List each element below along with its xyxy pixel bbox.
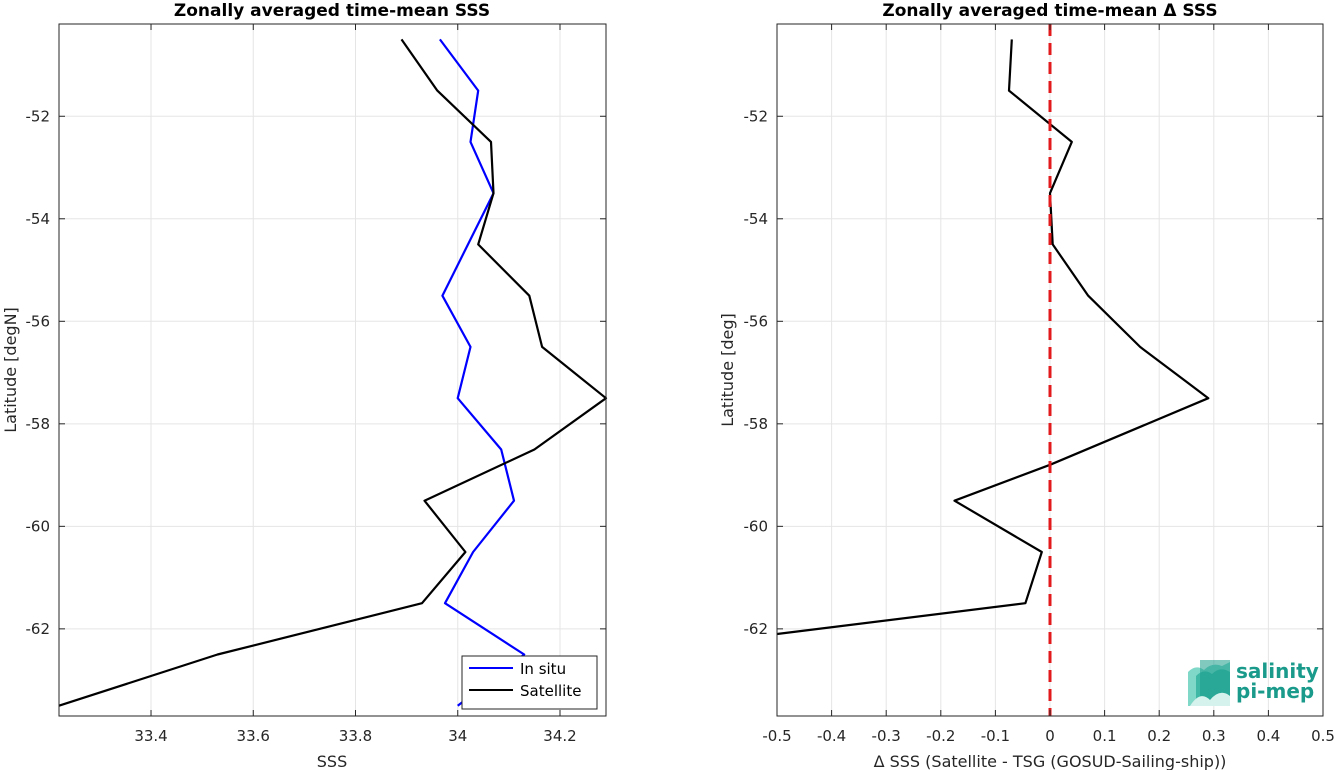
grid (59, 24, 606, 716)
y-axis-label: Latitude [degN] (1, 307, 20, 433)
x-tick-label: 34.2 (543, 727, 576, 745)
x-tick-label: 0.3 (1202, 727, 1226, 745)
axes-box (58, 23, 607, 717)
series-line-satellite (58, 38, 608, 707)
y-tick-label: -52 (26, 107, 51, 125)
logo-wave-icon (1188, 660, 1230, 706)
y-tick-label: -54 (744, 210, 769, 228)
chart-title: Zonally averaged time-mean SSS (174, 1, 490, 21)
x-tick-label: -0.5 (762, 727, 791, 745)
y-tick-label: -60 (744, 517, 769, 535)
plot-area (59, 24, 606, 716)
logo-line2: pi-mep (1236, 679, 1314, 703)
x-tick-label: -0.1 (981, 727, 1010, 745)
tick-marks: -0.5 -0.4 -0.3 -0.2 -0.1 0 0.1 0.2 0.3 0.4 0.5 -52 -… (744, 24, 1335, 745)
x-tick-label: 0 (1045, 727, 1055, 745)
x-tick-label: 0.1 (1093, 727, 1117, 745)
x-tick-label: 33.6 (237, 727, 270, 745)
x-tick-label: 33.8 (339, 727, 372, 745)
x-tick-label: 0.2 (1147, 727, 1171, 745)
x-tick-label: 33.4 (134, 727, 167, 745)
x-tick-label: 0.4 (1256, 727, 1280, 745)
legend-box (461, 655, 598, 710)
x-axis-label: Δ SSS (Satellite - TSG (GOSUD-Sailing-sh… (874, 752, 1227, 770)
sss-profile-chart: 33.4 33.6 33.8 34 34.2 -52 -54 -56 -58 -60 -62 Zon… (1, 1, 608, 770)
series-line-delta-sss (776, 39, 1210, 636)
y-tick-label: -58 (26, 415, 51, 433)
y-tick-label: -56 (26, 312, 51, 330)
logo-line1: salinity (1236, 659, 1319, 683)
y-tick-label: -62 (26, 620, 51, 638)
legend-label-in-situ: In situ (520, 660, 566, 678)
y-tick-label: -54 (26, 210, 51, 228)
x-tick-label: -0.3 (872, 727, 901, 745)
x-tick-label: 0.5 (1311, 727, 1335, 745)
x-tick-label: -0.4 (817, 727, 846, 745)
y-tick-label: -62 (744, 620, 769, 638)
y-tick-label: -56 (744, 312, 769, 330)
x-tick-label: -0.2 (926, 727, 955, 745)
legend: In situ Satellite (461, 655, 598, 710)
y-tick-label: -58 (744, 415, 769, 433)
salinity-pi-mep-logo: salinity pi-mep (1188, 659, 1319, 706)
series-lines (58, 38, 608, 707)
delta-sss-profile-chart: -0.5 -0.4 -0.3 -0.2 -0.1 0 0.1 0.2 0.3 0.4 0.5 -52 -… (718, 1, 1335, 770)
y-tick-label: -52 (744, 107, 769, 125)
y-tick-label: -60 (26, 517, 51, 535)
series-line-in-situ (439, 38, 526, 707)
y-axis-label: Latitude [deg] (718, 313, 737, 427)
x-axis-label: SSS (317, 752, 347, 770)
x-tick-label: 34 (448, 727, 467, 745)
legend-label-satellite: Satellite (520, 682, 581, 700)
chart-title: Zonally averaged time-mean Δ SSS (882, 1, 1217, 21)
series-lines (776, 24, 1210, 716)
tick-marks: 33.4 33.6 33.8 34 34.2 -52 -54 -56 -58 -60 -62 (26, 24, 606, 745)
